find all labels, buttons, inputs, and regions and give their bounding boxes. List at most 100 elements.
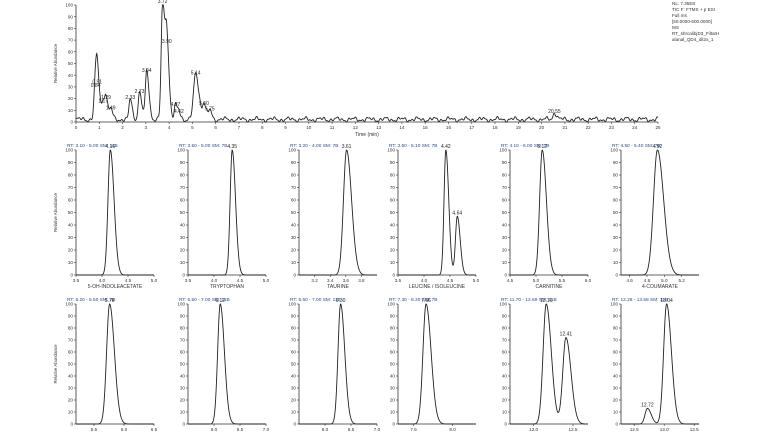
panel-header: RT: 3.50 - 5.10 SM: 7B xyxy=(389,143,437,149)
y-tick-label: 0 xyxy=(504,273,507,278)
x-tick-label: 9 xyxy=(284,125,287,130)
x-tick-label: 6.5 xyxy=(237,427,244,432)
x-tick-label: 24 xyxy=(632,125,638,130)
x-tick-label: 5.0 xyxy=(151,278,158,283)
y-tick-label: 20 xyxy=(390,398,396,403)
x-tick-label: 12.5 xyxy=(630,427,639,432)
y-tick-label: 100 xyxy=(499,148,507,153)
peak-label: 20.55 xyxy=(548,109,561,115)
y-tick-label: 0 xyxy=(182,422,185,427)
peak-label: 3.72 xyxy=(158,0,168,5)
y-tick-label: 60 xyxy=(613,198,619,203)
y-tick-label: 50 xyxy=(390,362,396,367)
peak-label: 7.66 xyxy=(421,298,431,304)
y-tick-label: 70 xyxy=(68,185,74,190)
y-tick-label: 10 xyxy=(68,410,74,415)
y-tick-label: 30 xyxy=(613,386,619,391)
x-tick-label: 23 xyxy=(609,125,615,130)
info-line: TIC F: FTMS + p ESI xyxy=(672,7,715,12)
peak-label: 3.04 xyxy=(142,68,152,74)
y-tick-label: 70 xyxy=(180,338,186,343)
y-tick-label: 10 xyxy=(502,410,508,415)
y-tick-label: 40 xyxy=(613,374,619,379)
y-tick-label: 50 xyxy=(613,210,619,215)
y-tick-label: 30 xyxy=(68,235,74,240)
compound-label: 5-OH-INDOLEACETATE xyxy=(88,284,143,290)
y-tick-label: 20 xyxy=(613,398,619,403)
peak-label: 4.42 xyxy=(441,144,451,150)
x-tick-label: 10 xyxy=(306,125,312,130)
compound-label: LEUCINE / ISOLEUCINE xyxy=(409,284,466,290)
peak-label: 1.49 xyxy=(106,105,116,111)
y-tick-label: 100 xyxy=(610,302,618,307)
y-tick-label: 90 xyxy=(502,160,508,165)
compound-label: TRYPTOPHAN xyxy=(210,284,244,290)
info-line: [50.0000-600.0000] xyxy=(672,19,712,24)
peak-label: 5.12 xyxy=(537,144,547,150)
y-tick-label: 30 xyxy=(291,386,297,391)
y-tick-label: 60 xyxy=(291,198,297,203)
chromatogram-trace xyxy=(510,149,588,276)
y-tick-label: 90 xyxy=(613,160,619,165)
y-tick-label: 10 xyxy=(613,260,619,265)
x-tick-label: 12.5 xyxy=(569,427,578,432)
peak-label: 3.61 xyxy=(342,144,352,150)
y-tick-label: 10 xyxy=(613,410,619,415)
y-tick-label: 50 xyxy=(390,210,396,215)
y-tick-label: 60 xyxy=(68,198,74,203)
chromatogram-trace xyxy=(398,303,476,425)
y-tick-label: 0 xyxy=(70,273,73,278)
x-tick-label: 6.0 xyxy=(322,427,329,432)
peak-label: 5.50 xyxy=(199,101,209,107)
peak-label: 13.04 xyxy=(660,298,673,304)
y-tick-label: 80 xyxy=(180,173,186,178)
y-tick-label: 70 xyxy=(68,38,74,43)
y-tick-label: 30 xyxy=(180,386,186,391)
y-tick-label: 90 xyxy=(68,14,74,19)
y-tick-label: 30 xyxy=(180,235,186,240)
y-tick-label: 60 xyxy=(502,198,508,203)
xic-chromatogram-panel: 0 10 20 30 40 50 60 70 80 90 100 3.2 3.4 3.6 3.8 3.61 RT… xyxy=(288,143,377,290)
y-tick-label: 10 xyxy=(390,260,396,265)
y-tick-label: 40 xyxy=(390,223,396,228)
x-tick-label: 4.0 xyxy=(211,278,218,283)
y-tick-label: 100 xyxy=(177,302,185,307)
x-tick-label: 3.5 xyxy=(73,278,80,283)
y-axis-label: Relative Abundance xyxy=(53,43,58,83)
panel-header: RT: 5.20 - 6.50 SM: 7B xyxy=(67,297,115,303)
xic-chromatogram-panel: 0 10 20 30 40 50 60 70 80 90 100 3.5 4.0 4.5 5.0 4.16RT… xyxy=(53,143,158,290)
x-tick-label: 5.5 xyxy=(91,427,98,432)
y-tick-label: 30 xyxy=(502,235,508,240)
y-tick-label: 50 xyxy=(291,362,297,367)
y-tick-label: 50 xyxy=(291,210,297,215)
x-tick-label: 15 xyxy=(423,125,429,130)
x-tick-label: 4.0 xyxy=(421,278,428,283)
y-tick-label: 50 xyxy=(68,61,74,66)
y-tick-label: 60 xyxy=(502,350,508,355)
y-tick-label: 20 xyxy=(68,248,74,253)
y-tick-label: 10 xyxy=(390,410,396,415)
y-tick-label: 0 xyxy=(70,422,73,427)
x-tick-label: 5 xyxy=(191,125,194,130)
y-tick-label: 90 xyxy=(291,160,297,165)
x-tick-label: 2 xyxy=(121,125,124,130)
x-tick-label: 17 xyxy=(469,125,475,130)
y-tick-label: 100 xyxy=(177,148,185,153)
y-tick-label: 90 xyxy=(502,314,508,319)
y-tick-label: 50 xyxy=(68,362,74,367)
y-tick-label: 60 xyxy=(68,49,74,54)
x-tick-label: 12 xyxy=(353,125,359,130)
y-tick-label: 70 xyxy=(291,185,297,190)
y-tick-label: 80 xyxy=(613,326,619,331)
y-tick-label: 20 xyxy=(68,96,74,101)
y-tick-label: 0 xyxy=(392,273,395,278)
y-tick-label: 90 xyxy=(390,160,396,165)
panel-header: RT: 11.70 - 12.69 SM: 11B xyxy=(501,297,557,303)
x-tick-label: 3.4 xyxy=(327,278,334,283)
x-axis-label: Time (min) xyxy=(355,132,379,138)
x-tick-label: 14 xyxy=(399,125,405,130)
x-tick-label: 4.5 xyxy=(125,278,132,283)
